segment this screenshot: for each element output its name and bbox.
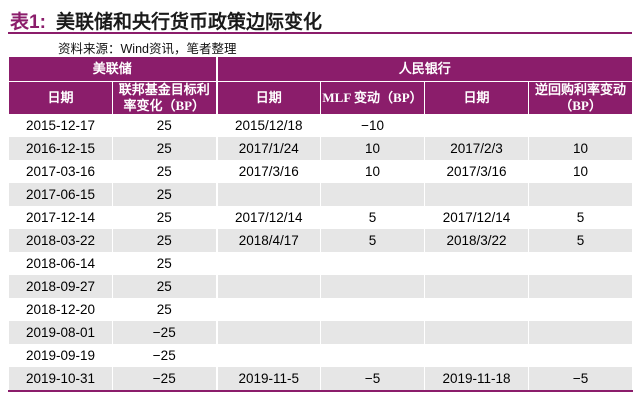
- title-rule: [8, 32, 632, 34]
- fed-date-cell: 2018-12-20: [8, 298, 113, 321]
- table-row: 2018-03-22 25 2018/4/17 5 2018/3/22 5: [8, 229, 634, 252]
- mlf-date-cell: [216, 275, 322, 298]
- fed-rate-change-cell: 25: [111, 275, 218, 298]
- table-row: 2016-12-15 25 2017/1/24 10 2017/2/3 10: [8, 137, 634, 160]
- repo-date-header: 日期: [424, 81, 530, 114]
- fed-date-cell: 2019-08-01: [8, 321, 113, 344]
- mlf-change-cell: 10: [320, 160, 426, 183]
- mlf-date-cell: [216, 252, 322, 275]
- mlf-change-cell: −5: [320, 367, 426, 392]
- source-note: 资料来源：Wind资讯，笔者整理: [58, 42, 237, 56]
- mlf-change-cell: [320, 252, 426, 275]
- repo-change-cell: [528, 344, 634, 367]
- table-row: 2018-06-14 25: [8, 252, 634, 275]
- fed-rate-change-cell: 25: [111, 160, 218, 183]
- mlf-change-cell: 5: [320, 229, 426, 252]
- repo-date-cell: [424, 252, 530, 275]
- fed-rate-change-cell: −25: [111, 321, 218, 344]
- pboc-group-header: 人民银行: [216, 57, 634, 82]
- repo-change-cell: [528, 252, 634, 275]
- mlf-date-cell: 2017/3/16: [216, 160, 322, 183]
- repo-change-cell: [528, 298, 634, 321]
- mlf-date-cell: 2015/12/18: [216, 114, 322, 137]
- repo-date-cell: 2017/2/3: [424, 137, 530, 160]
- repo-change-cell: [528, 321, 634, 344]
- fed-rate-change-cell: 25: [111, 229, 218, 252]
- mlf-change-cell: [320, 298, 426, 321]
- fed-date-cell: 2018-06-14: [8, 252, 113, 275]
- mlf-date-cell: 2019-11-5: [216, 367, 322, 392]
- repo-date-cell: 2017/12/14: [424, 206, 530, 229]
- table-row: 2018-09-27 25: [8, 275, 634, 298]
- table-row: 2018-12-20 25: [8, 298, 634, 321]
- table-number-label: 表1:: [10, 12, 46, 33]
- repo-change-cell: 5: [528, 229, 634, 252]
- mlf-date-cell: [216, 344, 322, 367]
- repo-date-cell: 2017/3/16: [424, 160, 530, 183]
- mlf-date-header: 日期: [216, 81, 322, 114]
- mlf-date-cell: 2018/4/17: [216, 229, 322, 252]
- fed-date-cell: 2017-12-14: [8, 206, 113, 229]
- repo-change-cell: 10: [528, 160, 634, 183]
- mlf-date-cell: 2017/1/24: [216, 137, 322, 160]
- fed-rate-change-cell: −25: [111, 367, 218, 392]
- repo-change-cell: [528, 275, 634, 298]
- repo-change-cell: 5: [528, 206, 634, 229]
- mlf-date-cell: [216, 183, 322, 206]
- fed-date-cell: 2017-06-15: [8, 183, 113, 206]
- repo-date-cell: [424, 114, 530, 137]
- repo-date-cell: [424, 321, 530, 344]
- fed-rate-change-cell: −25: [111, 344, 218, 367]
- repo-date-cell: 2019-11-18: [424, 367, 530, 392]
- policy-table: 美联储 人民银行 日期 联邦基金目标利率变化（BP） 日期 MLF 变动（BP）…: [7, 57, 634, 392]
- table-row: 2019-09-19 −25: [8, 344, 634, 367]
- repo-change-cell: [528, 114, 634, 137]
- fed-rate-change-cell: 25: [111, 206, 218, 229]
- mlf-change-cell: −10: [320, 114, 426, 137]
- mlf-change-cell: [320, 183, 426, 206]
- mlf-change-cell: [320, 344, 426, 367]
- mlf-date-cell: [216, 321, 322, 344]
- repo-change-cell: −5: [528, 367, 634, 392]
- fed-rate-change-cell: 25: [111, 298, 218, 321]
- mlf-date-cell: [216, 298, 322, 321]
- repo-date-cell: [424, 275, 530, 298]
- table-row: 2017-12-14 25 2017/12/14 5 2017/12/14 5: [8, 206, 634, 229]
- repo-date-cell: [424, 298, 530, 321]
- page-title: 美联储和央行货币政策边际变化: [56, 12, 323, 33]
- fed-date-cell: 2018-03-22: [8, 229, 113, 252]
- mlf-change-cell: 10: [320, 137, 426, 160]
- fed-date-cell: 2019-10-31: [8, 367, 113, 392]
- fed-rate-change-cell: 25: [111, 137, 218, 160]
- fed-rate-header: 联邦基金目标利率变化（BP）: [111, 81, 218, 114]
- fed-date-header: 日期: [8, 81, 113, 114]
- fed-rate-change-cell: 25: [111, 183, 218, 206]
- table-row: 2017-06-15 25: [8, 183, 634, 206]
- repo-change-cell: 10: [528, 137, 634, 160]
- fed-date-cell: 2019-09-19: [8, 344, 113, 367]
- title-bar: 表1: 美联储和央行货币政策边际变化: [8, 4, 632, 34]
- repo-date-cell: [424, 183, 530, 206]
- fed-date-cell: 2016-12-15: [8, 137, 113, 160]
- fed-date-cell: 2018-09-27: [8, 275, 113, 298]
- mlf-change-cell: [320, 321, 426, 344]
- mlf-change-cell: [320, 275, 426, 298]
- mlf-change-header: MLF 变动（BP）: [320, 81, 426, 114]
- fed-rate-change-cell: 25: [111, 252, 218, 275]
- table-body: 2015-12-17 25 2015/12/18 −10 2016-12-15 25 201…: [8, 114, 634, 392]
- fed-group-header: 美联储: [7, 57, 218, 82]
- table-row: 2019-08-01 −25: [8, 321, 634, 344]
- repo-change-cell: [528, 183, 634, 206]
- fed-date-cell: 2017-03-16: [8, 160, 113, 183]
- repo-date-cell: [424, 344, 530, 367]
- table-row: 2015-12-17 25 2015/12/18 −10: [8, 114, 634, 137]
- mlf-date-cell: 2017/12/14: [216, 206, 322, 229]
- fed-rate-change-cell: 25: [111, 114, 218, 137]
- repo-change-header: 逆回购利率变动（BP）: [528, 81, 634, 114]
- mlf-change-cell: 5: [320, 206, 426, 229]
- fed-date-cell: 2015-12-17: [8, 114, 113, 137]
- table-row: 2019-10-31 −25 2019-11-5 −5 2019-11-18 −5: [8, 367, 634, 392]
- table-row: 2017-03-16 25 2017/3/16 10 2017/3/16 10: [8, 160, 634, 183]
- repo-date-cell: 2018/3/22: [424, 229, 530, 252]
